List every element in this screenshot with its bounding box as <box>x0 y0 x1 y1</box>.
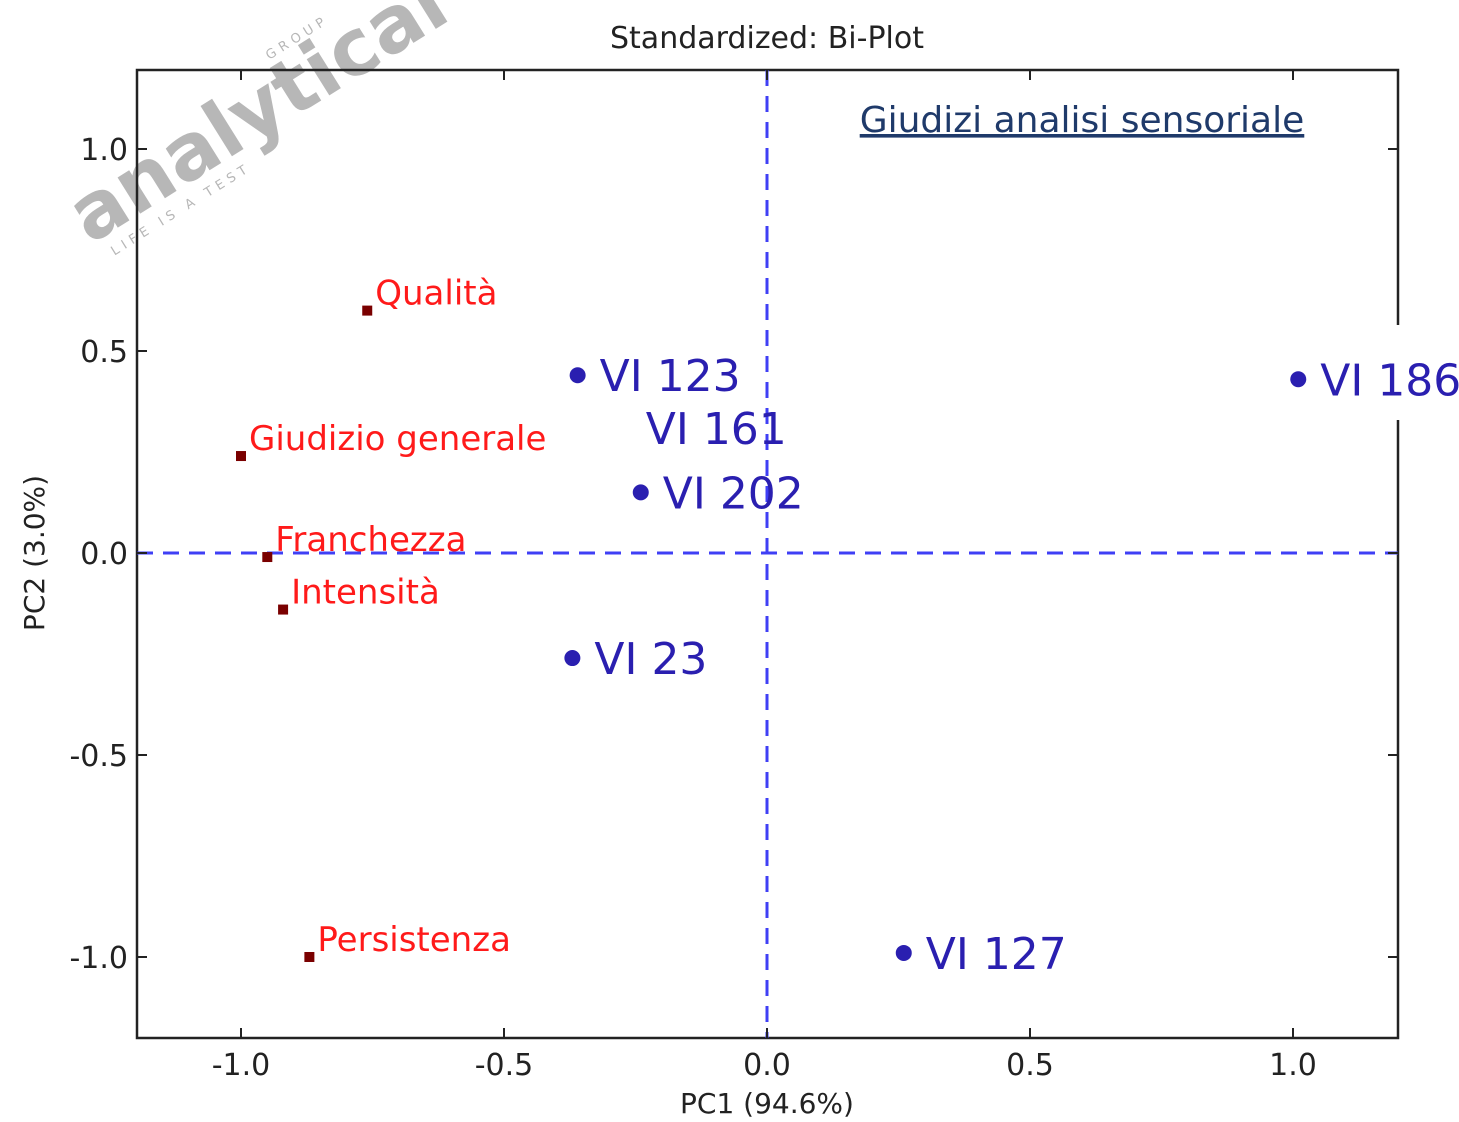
y-tick-label: -0.5 <box>69 739 128 774</box>
x-tick-label: 0.0 <box>743 1048 791 1083</box>
x-tick-label: 0.5 <box>1006 1048 1054 1083</box>
y-tick-label: 0.5 <box>80 335 128 370</box>
x-axis-label: PC1 (94.6%) <box>680 1087 854 1120</box>
sample-label: VI 202 <box>663 468 804 519</box>
variable-label: Franchezza <box>275 520 466 560</box>
y-tick-labels: 1.0 0.5 0.0 -0.5 -1.0 <box>69 133 128 976</box>
y-axis-label: PC2 (3.0%) <box>18 475 51 631</box>
variable-point <box>262 552 273 563</box>
y-tick-label: 0.0 <box>80 537 128 572</box>
sample-label: VI 161 <box>646 404 787 455</box>
label-mask-vi186 <box>1300 325 1400 420</box>
x-tick-label: -1.0 <box>212 1048 271 1083</box>
sample-point <box>1290 371 1307 388</box>
variable-label: Persistenza <box>317 920 511 960</box>
variable-point <box>362 305 373 316</box>
sample-point <box>895 944 912 961</box>
variable-label: Intensità <box>291 573 440 613</box>
sample-point <box>632 484 649 501</box>
variable-point <box>304 952 315 962</box>
reference-lines <box>137 70 1398 1038</box>
variable-point <box>278 604 289 615</box>
chart-subtitle: Giudizi analisi sensoriale <box>860 100 1305 141</box>
sample-label: VI 123 <box>600 351 741 402</box>
y-tick-label: -1.0 <box>69 941 128 976</box>
variables-series: Qualità Giudizio generale Franchezza Intens… <box>236 274 546 962</box>
sample-label: VI 127 <box>926 929 1067 980</box>
sample-point <box>569 367 586 384</box>
sample-label: VI 186 <box>1320 355 1459 406</box>
variable-label: Giudizio generale <box>249 419 546 459</box>
variable-point <box>236 451 246 462</box>
y-tick-label: 1.0 <box>80 133 128 168</box>
x-tick-labels: -1.0 -0.5 0.0 0.5 1.0 <box>212 1048 1317 1083</box>
x-tick-label: -0.5 <box>475 1048 534 1083</box>
sample-point <box>564 650 581 667</box>
axis-ticks <box>137 70 1398 1038</box>
chart-title: Standardized: Bi-Plot <box>610 21 924 56</box>
x-tick-label: 1.0 <box>1269 1048 1317 1083</box>
sample-label: VI 23 <box>594 634 707 685</box>
variable-label: Qualità <box>375 274 497 314</box>
logo-word: analytical <box>52 0 463 261</box>
